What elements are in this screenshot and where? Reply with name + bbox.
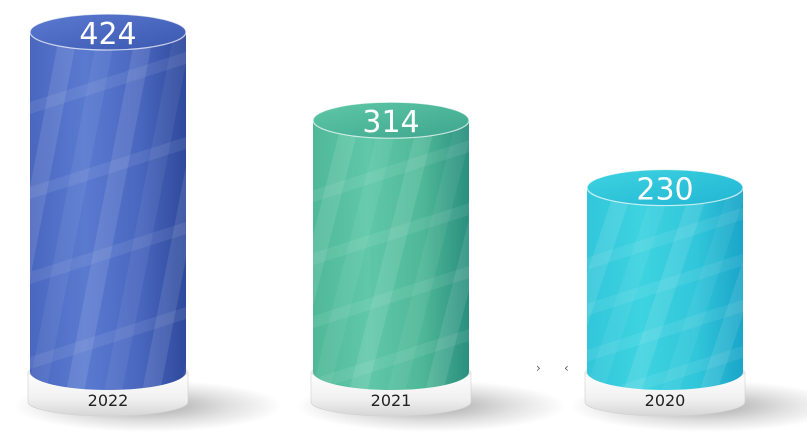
bar-body bbox=[30, 32, 186, 390]
bar-category-label: 2022 bbox=[88, 391, 129, 410]
bar-gloss bbox=[587, 187, 743, 390]
bar-body bbox=[587, 187, 743, 390]
bar-value-label: 314 bbox=[362, 105, 419, 140]
decorative-mark-2: ‹ bbox=[564, 361, 569, 375]
bar-value-label: 230 bbox=[636, 173, 693, 208]
bar-category-label: 2020 bbox=[645, 391, 686, 410]
bar-body bbox=[313, 120, 469, 390]
bars-layer: 424 2022 314 2021 230 2020 bbox=[13, 13, 807, 432]
bar-top bbox=[312, 101, 470, 139]
decorative-mark-1: › bbox=[536, 361, 541, 375]
bar-2020: 230 2020 bbox=[570, 168, 807, 432]
bar-2021: 314 2021 bbox=[296, 101, 566, 432]
bar-gloss bbox=[313, 120, 469, 390]
bar-value-label: 424 bbox=[79, 17, 136, 52]
bar-category-label: 2021 bbox=[371, 391, 412, 410]
bar-gloss bbox=[30, 32, 186, 390]
decor-layer: › ‹ bbox=[536, 361, 569, 375]
bar-2022: 424 2022 bbox=[13, 13, 283, 432]
bar-top bbox=[29, 13, 187, 51]
bar-top bbox=[586, 168, 744, 207]
